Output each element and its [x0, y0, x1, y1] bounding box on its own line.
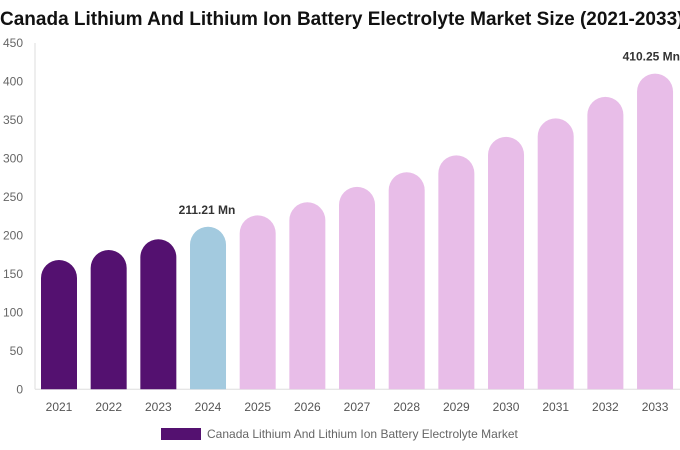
y-tick-label: 50 [10, 344, 24, 358]
y-tick-label: 100 [3, 305, 23, 319]
bar-2025 [239, 215, 276, 390]
bar-2033 [637, 73, 674, 390]
bar-2021 [41, 260, 77, 390]
x-tick-label: 2033 [642, 400, 669, 414]
bar-2022 [90, 250, 127, 390]
x-tick-label: 2029 [443, 400, 470, 414]
bar-2027 [339, 186, 376, 390]
x-tick-label: 2027 [344, 400, 371, 414]
x-tick-label: 2028 [393, 400, 420, 414]
y-tick-label: 350 [3, 113, 23, 127]
data-label: 211.21 Mn [179, 203, 236, 217]
x-tick-label: 2030 [493, 400, 520, 414]
y-tick-label: 250 [3, 190, 23, 204]
x-tick-label: 2023 [145, 400, 172, 414]
x-tick-label: 2021 [46, 400, 73, 414]
bar-2023 [140, 239, 177, 390]
x-tick-label: 2032 [592, 400, 619, 414]
bar-2029 [438, 155, 475, 390]
bar-2024 [190, 226, 227, 390]
x-tick-label: 2031 [542, 400, 569, 414]
y-tick-label: 450 [3, 36, 23, 50]
chart-title: Canada Lithium And Lithium Ion Battery E… [0, 9, 680, 30]
bar-2032 [587, 96, 624, 390]
x-tick-label: 2025 [244, 400, 271, 414]
bar-2028 [388, 172, 425, 390]
y-tick-label: 0 [16, 382, 23, 396]
y-tick-label: 150 [3, 267, 23, 281]
legend-label: Canada Lithium And Lithium Ion Battery E… [207, 427, 518, 441]
x-tick-label: 2024 [195, 400, 222, 414]
x-tick-label: 2026 [294, 400, 321, 414]
bar-2026 [289, 202, 326, 390]
bar-2030 [488, 136, 525, 390]
y-tick-label: 200 [3, 228, 23, 242]
x-tick-label: 2022 [95, 400, 122, 414]
data-label: 410.25 Mn [623, 50, 680, 64]
legend-swatch [161, 428, 201, 440]
y-tick-label: 300 [3, 151, 23, 165]
bar-2031 [537, 118, 574, 390]
y-tick-label: 400 [3, 74, 23, 88]
